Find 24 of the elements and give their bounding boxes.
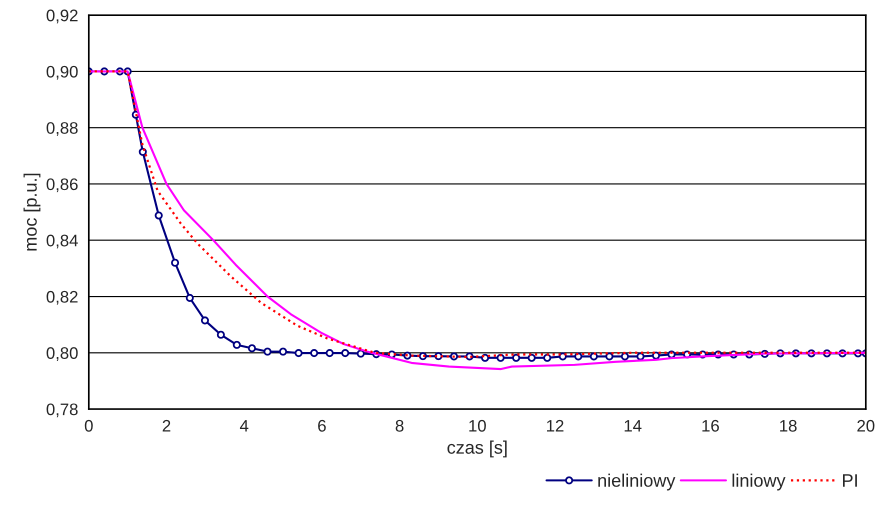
x-tick-label: 8 <box>396 420 404 432</box>
y-tick-label: 0,86 <box>46 178 78 192</box>
legend-label: nieliniowy <box>598 474 676 490</box>
x-tick-label: 4 <box>240 420 248 432</box>
x-tick-label: 18 <box>780 420 797 432</box>
y-tick-label: 0,90 <box>46 66 78 80</box>
y-tick-label: 0,84 <box>46 234 78 248</box>
x-tick-label: 6 <box>318 420 326 432</box>
y-tick-label: 0,78 <box>46 403 78 418</box>
x-axis-title: czas [s] <box>447 440 507 458</box>
legend-label: PI <box>843 474 857 487</box>
x-tick-label: 2 <box>162 420 170 432</box>
x-tick-label: 12 <box>547 420 564 432</box>
x-tick-label: 20 <box>857 420 874 432</box>
y-tick-label: 0,88 <box>46 122 78 136</box>
legend-label: liniowy <box>732 474 786 490</box>
x-tick-label: 14 <box>624 420 642 432</box>
x-tick-label: 10 <box>469 420 486 432</box>
x-tick-label: 16 <box>702 420 719 432</box>
x-tick-label: 0 <box>84 420 93 432</box>
y-tick-label: 0,80 <box>46 347 78 361</box>
y-axis-title: moc [p.u.] <box>24 174 40 251</box>
y-tick-label: 0,82 <box>46 290 78 305</box>
y-tick-label: 0,92 <box>46 10 78 24</box>
